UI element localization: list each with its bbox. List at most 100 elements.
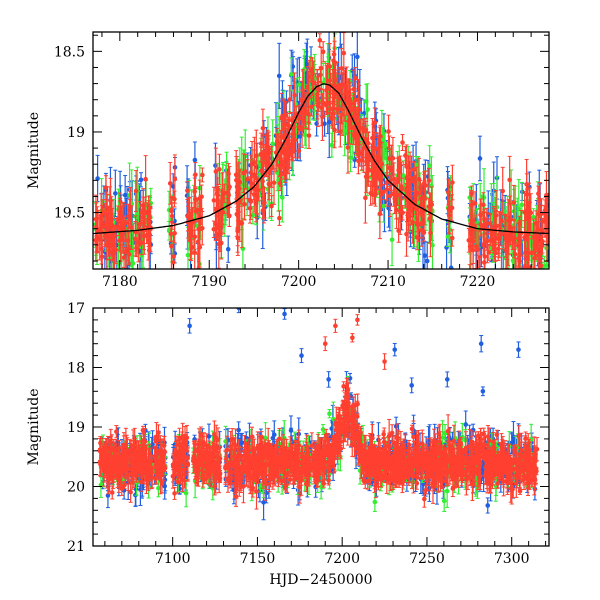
marker-red	[286, 123, 292, 129]
data-point	[147, 203, 152, 230]
marker-blue	[276, 73, 282, 79]
data-point	[111, 229, 116, 269]
data-point	[133, 170, 139, 212]
marker-red	[258, 152, 264, 157]
marker-red	[188, 224, 193, 229]
marker-red	[366, 154, 371, 160]
data-point	[424, 241, 430, 269]
marker-red	[185, 188, 190, 193]
marker-red	[93, 237, 99, 243]
data-point	[329, 111, 334, 126]
marker-red	[374, 172, 379, 178]
marker-red	[372, 169, 377, 174]
marker-red	[299, 127, 305, 132]
marker-red	[242, 202, 247, 207]
data-point	[327, 92, 332, 114]
data-point	[127, 199, 133, 221]
data-point	[477, 135, 483, 182]
data-point	[363, 160, 369, 193]
data-point	[409, 155, 414, 201]
marker-blue	[102, 296, 107, 301]
marker-green	[363, 99, 369, 104]
data-point	[217, 199, 223, 253]
data-point	[324, 98, 329, 113]
marker-red	[127, 207, 133, 213]
marker-green	[250, 212, 256, 218]
marker-red	[404, 175, 410, 181]
marker-red	[384, 180, 390, 185]
marker-red	[125, 238, 131, 243]
marker-red	[416, 176, 422, 182]
marker-green	[381, 203, 386, 209]
data-point	[329, 132, 335, 158]
marker-red	[193, 197, 198, 202]
data-point	[137, 201, 143, 247]
marker-red	[211, 198, 217, 203]
marker-red	[137, 221, 143, 227]
marker-green	[296, 82, 302, 87]
marker-red	[296, 148, 302, 154]
marker-red	[426, 178, 432, 183]
marker-red	[168, 231, 174, 237]
marker-red	[422, 180, 427, 186]
data-point	[339, 93, 345, 136]
data-point	[121, 246, 127, 269]
marker-red	[211, 226, 217, 232]
marker-green	[280, 195, 285, 200]
marker-red	[217, 223, 223, 229]
data-point	[213, 147, 219, 196]
data-point	[277, 210, 282, 226]
marker-blue	[95, 176, 100, 181]
marker-blue	[122, 192, 128, 198]
data-point	[250, 206, 256, 225]
plot-area	[93, 32, 549, 301]
marker-red	[277, 180, 283, 186]
data-point	[422, 241, 428, 269]
marker-red	[193, 209, 199, 214]
data-point	[171, 232, 176, 269]
data-point	[198, 195, 203, 225]
marker-blue	[326, 119, 332, 125]
data-point	[302, 101, 308, 127]
marker-blue	[422, 253, 428, 258]
data-point	[269, 145, 274, 188]
data-point	[225, 235, 231, 263]
marker-red	[298, 110, 304, 116]
marker-red	[414, 235, 420, 240]
data-point	[384, 164, 390, 201]
marker-red	[102, 233, 108, 239]
marker-red	[253, 153, 259, 159]
marker-red	[399, 186, 405, 192]
data-point	[416, 157, 422, 201]
marker-red	[363, 195, 368, 201]
marker-red	[244, 176, 250, 182]
marker-red	[192, 189, 197, 194]
marker-red	[341, 82, 347, 88]
data-point	[186, 197, 191, 232]
data-point	[376, 135, 381, 180]
data-point	[277, 175, 283, 192]
marker-red	[195, 239, 201, 244]
data-point	[243, 154, 248, 190]
marker-red	[227, 184, 232, 190]
marker-red	[169, 243, 174, 249]
data-point	[217, 153, 222, 186]
marker-blue	[466, 290, 471, 295]
marker-red	[302, 111, 308, 117]
marker-red	[265, 149, 270, 154]
data-point	[138, 172, 144, 188]
marker-blue	[138, 177, 144, 183]
marker-red	[329, 116, 334, 121]
marker-green	[503, 271, 508, 276]
data-point	[363, 172, 368, 224]
marker-red	[113, 224, 119, 230]
data-point	[188, 211, 193, 242]
data-point	[211, 220, 217, 238]
marker-red	[428, 230, 433, 236]
marker-red	[403, 153, 408, 158]
marker-blue	[304, 62, 309, 67]
marker-red	[167, 181, 173, 186]
marker-red	[296, 124, 302, 130]
